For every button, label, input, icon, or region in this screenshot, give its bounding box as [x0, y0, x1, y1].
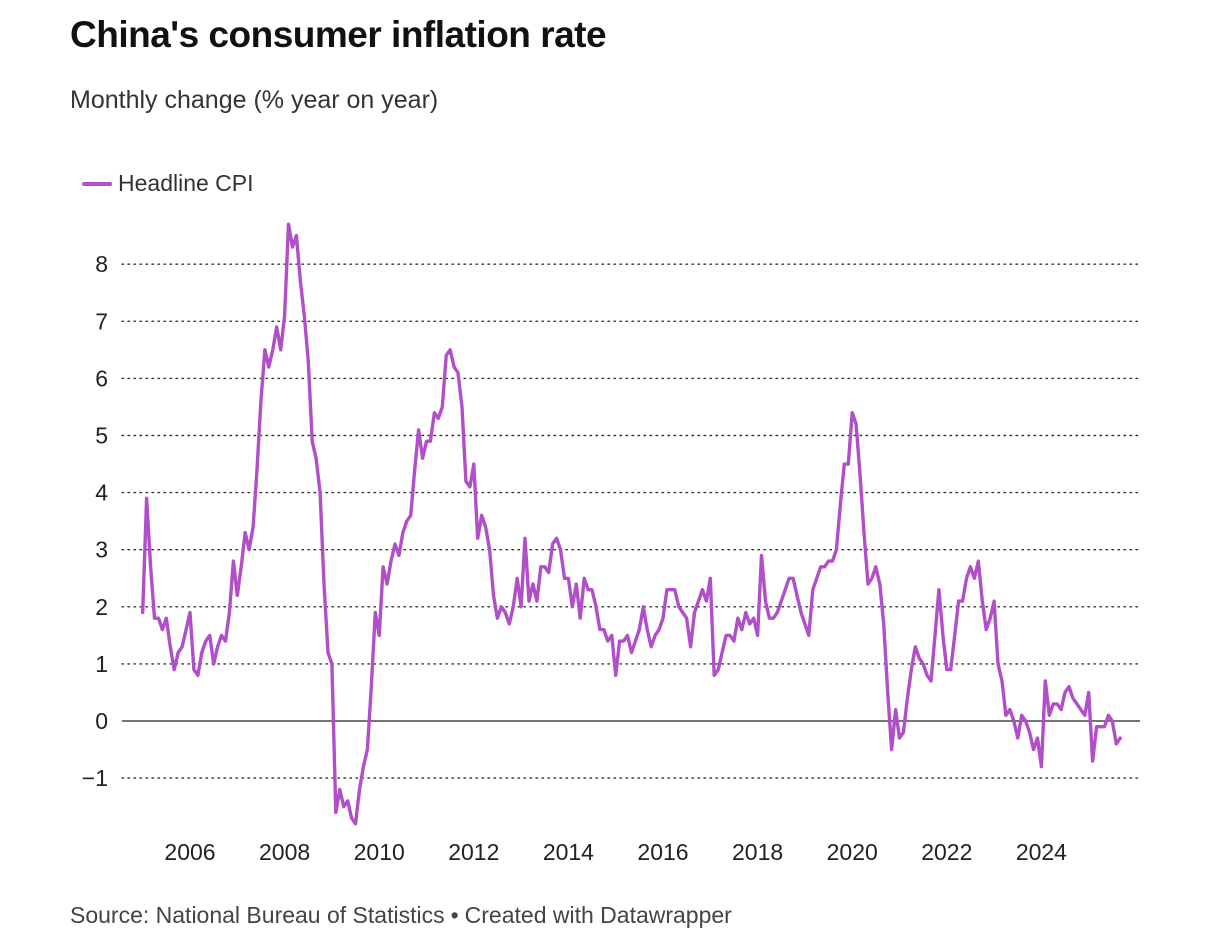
legend: Headline CPI — [82, 170, 254, 197]
x-tick-label: 2016 — [637, 839, 688, 865]
x-tick-label: 2020 — [827, 839, 878, 865]
chart-title: China's consumer inflation rate — [70, 14, 607, 55]
footer: Source: National Bureau of Statistics • Cr… — [70, 902, 732, 929]
x-tick-label: 2014 — [543, 839, 594, 865]
x-tick-label: 2022 — [921, 839, 972, 865]
legend-swatch — [82, 181, 112, 186]
gridlines — [121, 263, 1141, 779]
y-tick-label: 0 — [95, 708, 108, 734]
footer-separator: • — [450, 902, 459, 928]
y-tick-label: 1 — [95, 651, 108, 677]
y-tick-label: 6 — [95, 365, 108, 391]
series-layer — [140, 222, 1122, 826]
x-tick-label: 2010 — [354, 839, 405, 865]
y-tick-label: 3 — [95, 537, 108, 563]
source-note: Source: National Bureau of Statistics — [70, 902, 445, 928]
series-line-headline-cpi — [140, 222, 1122, 826]
x-tick-label: 2024 — [1016, 839, 1067, 865]
y-tick-label: −1 — [82, 765, 108, 791]
y-tick-label: 7 — [95, 308, 108, 334]
y-tick-label: 4 — [95, 480, 108, 506]
y-axis-tick-labels: −1 0 1 2 3 4 5 6 7 8 — [82, 251, 108, 791]
x-axis-tick-labels: 2006 2008 2010 2012 2014 2016 2018 2020 2022 2024 — [164, 839, 1067, 865]
y-tick-label: 2 — [95, 594, 108, 620]
y-tick-label: 5 — [95, 423, 108, 449]
x-tick-label: 2012 — [448, 839, 499, 865]
legend-label-headline-cpi: Headline CPI — [118, 170, 254, 196]
x-tick-label: 2018 — [732, 839, 783, 865]
x-tick-label: 2006 — [164, 839, 215, 865]
chart-subtitle: Monthly change (% year on year) — [70, 86, 439, 114]
x-tick-label: 2008 — [259, 839, 310, 865]
y-tick-label: 8 — [95, 251, 108, 277]
credit-note: Created with Datawrapper — [464, 902, 732, 928]
